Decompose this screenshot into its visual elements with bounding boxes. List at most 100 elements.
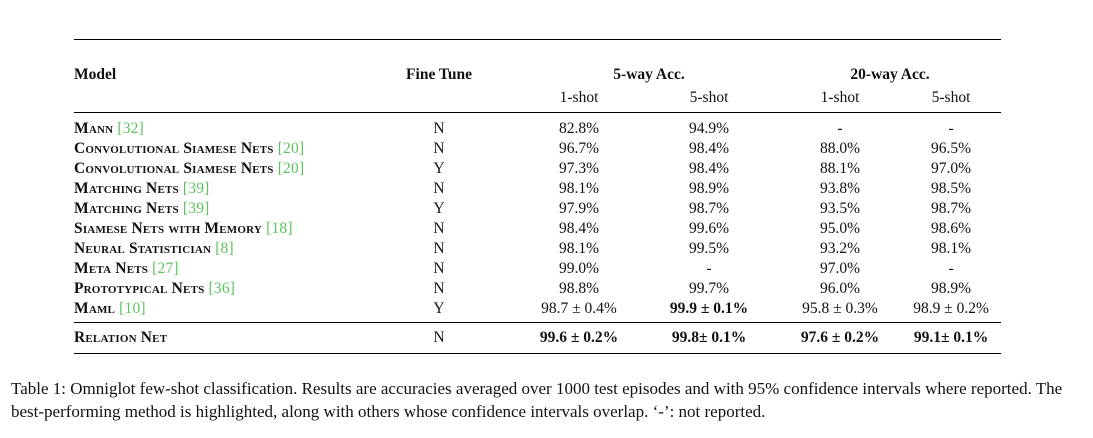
table-row: Matching Nets [39] Y 97.9% 98.7% 93.5% 98.7%	[74, 199, 1001, 219]
fine-tune-cell: N	[433, 280, 445, 297]
model-name: Relation Net	[74, 329, 168, 346]
value-cell: 98.4%	[558, 220, 600, 237]
omniglot-results-table: Model Fine Tune 5-way Acc. 20-way Acc. 1…	[74, 39, 1002, 354]
value-cell: -	[948, 120, 954, 137]
value-cell: 99.7%	[688, 280, 730, 297]
fine-tune-cell: N	[433, 120, 445, 137]
value-cell: 98.9 ± 0.2%	[913, 300, 989, 317]
value-cell: -	[837, 120, 843, 137]
citation-link[interactable]: [18]	[266, 220, 293, 237]
value-cell: 97.6 ± 0.2%	[800, 329, 880, 346]
value-cell: 98.8%	[558, 280, 600, 297]
model-name-cell: Matching Nets [39]	[74, 199, 359, 219]
model-name-cell: Convolutional Siamese Nets [20]	[74, 159, 359, 179]
model-name: Neural Statistician	[74, 240, 212, 257]
model-name-cell: Prototypical Nets [36]	[74, 279, 359, 299]
header-row-groups: Model Fine Tune 5-way Acc. 20-way Acc.	[74, 39, 1002, 85]
value-cell: 98.6%	[931, 220, 972, 237]
citation-link[interactable]: [8]	[215, 240, 234, 257]
value-cell: 98.4%	[688, 140, 730, 157]
table-row: Convolutional Siamese Nets [20] N 96.7% 98.…	[74, 139, 1001, 159]
fine-tune-cell: N	[433, 260, 445, 277]
value-cell: 96.0%	[819, 280, 861, 297]
results-table-container: Model Fine Tune 5-way Acc. 20-way Acc. 1…	[74, 39, 1002, 354]
value-cell: 99.6%	[688, 220, 730, 237]
citation-link[interactable]: [27]	[152, 260, 179, 277]
model-name-cell: Neural Statistician [8]	[74, 239, 359, 259]
value-cell: 93.8%	[819, 180, 861, 197]
value-cell: -	[706, 260, 712, 277]
model-name: Prototypical Nets	[74, 280, 205, 297]
fine-tune-cell: N	[433, 220, 445, 237]
value-cell: 99.8± 0.1%	[671, 329, 747, 346]
value-cell: 95.0%	[819, 220, 861, 237]
value-cell: 98.9%	[688, 180, 730, 197]
value-cell: 98.4%	[688, 160, 730, 177]
header-fine-tune: Fine Tune	[406, 66, 472, 83]
table-row: Matching Nets [39] N 98.1% 98.9% 93.8% 98.5%	[74, 179, 1001, 199]
citation-link[interactable]: [39]	[182, 180, 210, 197]
value-cell: 98.9%	[931, 280, 972, 297]
model-name: Convolutional Siamese Nets	[74, 160, 274, 177]
value-cell: 98.5%	[931, 180, 972, 197]
header-20way-1shot: 1-shot	[820, 89, 860, 106]
model-name: Convolutional Siamese Nets	[74, 140, 274, 157]
value-cell: 98.7 ± 0.4%	[541, 300, 617, 317]
citation-link[interactable]: [20]	[277, 140, 305, 157]
value-cell: 97.9%	[558, 200, 600, 217]
header-5way-1shot: 1-shot	[559, 89, 599, 106]
fine-tune-cell: Y	[433, 200, 445, 217]
table-row: Siamese Nets with Memory [18] N 98.4% 99.6%…	[74, 219, 1001, 239]
model-name: Meta Nets	[74, 260, 149, 277]
fine-tune-cell: Y	[433, 160, 445, 177]
fine-tune-cell: N	[433, 140, 445, 157]
table-body: Mann [32] N 82.8% 94.9% - - Convolutional Siam…	[74, 112, 1002, 323]
value-cell: 99.1± 0.1%	[913, 329, 989, 346]
model-name-cell: Convolutional Siamese Nets [20]	[74, 139, 359, 159]
table-row: Convolutional Siamese Nets [20] Y 97.3% 98.…	[74, 159, 1001, 179]
fine-tune-cell: N	[433, 180, 445, 197]
value-cell: 98.1%	[558, 180, 600, 197]
value-cell: -	[948, 260, 954, 277]
citation-link[interactable]: [32]	[117, 120, 144, 137]
citation-link[interactable]: [39]	[182, 200, 210, 217]
value-cell: 95.8 ± 0.3%	[802, 300, 878, 317]
value-cell: 97.0%	[819, 260, 861, 277]
fine-tune-cell: Y	[433, 300, 445, 317]
value-cell: 96.5%	[931, 140, 972, 157]
model-name-cell: Siamese Nets with Memory [18]	[74, 219, 359, 239]
model-name: Siamese Nets with Memory	[74, 220, 263, 237]
citation-link[interactable]: [36]	[208, 280, 236, 297]
fine-tune-cell: N	[433, 240, 445, 257]
model-name: Matching Nets	[74, 200, 179, 217]
header-5-way: 5-way Acc.	[613, 66, 685, 83]
table-row: Meta Nets [27] N 99.0% - 97.0% -	[74, 259, 1001, 279]
value-cell: 98.7%	[688, 200, 730, 217]
value-cell: 94.9%	[688, 120, 730, 137]
header-20-way: 20-way Acc.	[850, 66, 930, 83]
model-name-cell: Meta Nets [27]	[74, 259, 359, 279]
value-cell: 99.0%	[558, 260, 600, 277]
value-cell: 98.1%	[931, 240, 972, 257]
model-name-cell: Mann [32]	[74, 113, 359, 140]
table-caption: Table 1: Omniglot few-shot classificatio…	[11, 379, 1063, 421]
model-name: Maml	[74, 300, 116, 317]
citation-link[interactable]: [10]	[119, 300, 146, 317]
table-final-section: Relation Net N 99.6 ± 0.2% 99.8± 0.1% 97…	[74, 322, 1002, 354]
model-name: Matching Nets	[74, 180, 179, 197]
table-row: Mann [32] N 82.8% 94.9% - -	[74, 113, 1001, 140]
model-name-cell: Maml [10]	[74, 299, 359, 323]
value-cell: 98.1%	[558, 240, 600, 257]
value-cell: 88.1%	[819, 160, 861, 177]
header-20way-5shot: 5-shot	[931, 89, 971, 106]
table-row: Neural Statistician [8] N 98.1% 99.5% 93.2% 9…	[74, 239, 1001, 259]
value-cell: 99.5%	[688, 240, 730, 257]
header-row-shots: 1-shot 5-shot 1-shot 5-shot	[74, 84, 1001, 113]
value-cell: 96.7%	[558, 140, 600, 157]
value-cell: 93.5%	[819, 200, 861, 217]
value-cell: 99.6 ± 0.2%	[539, 329, 619, 346]
table-row: Maml [10] Y 98.7 ± 0.4% 99.9 ± 0.1% 95.8 ± 0…	[74, 299, 1001, 323]
value-cell: 82.8%	[558, 120, 600, 137]
citation-link[interactable]: [20]	[277, 160, 305, 177]
value-cell: 88.0%	[819, 140, 861, 157]
